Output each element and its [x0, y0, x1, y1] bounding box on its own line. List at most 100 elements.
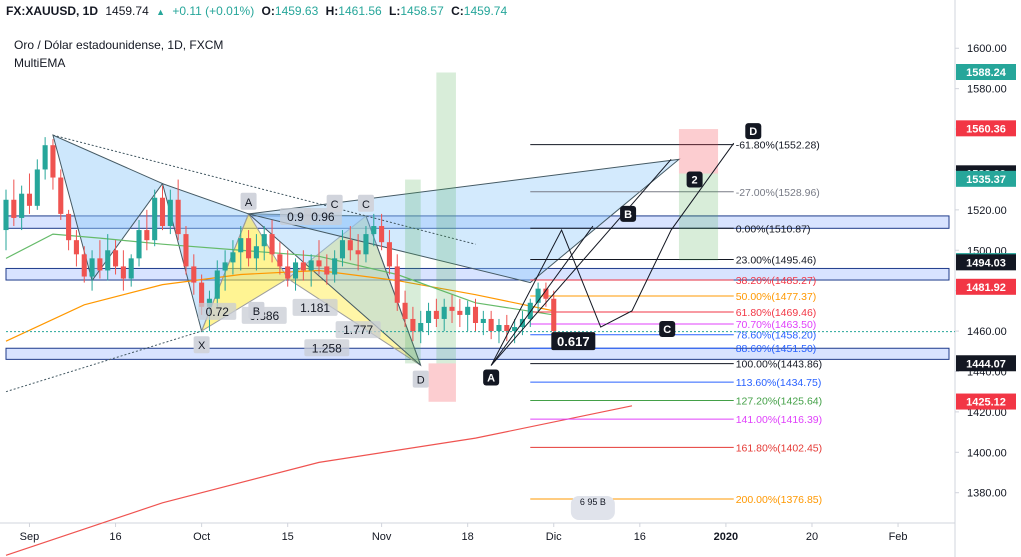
- candle: [488, 318, 494, 332]
- price-tag-1: [956, 120, 1016, 137]
- projection-leg-2: [490, 159, 672, 366]
- fib-label-8: 78.60%(1458.20): [736, 330, 817, 342]
- y-tick-label: 1580.00: [967, 84, 1007, 96]
- candle: [34, 169, 40, 206]
- candle: [136, 230, 142, 259]
- projection-leg-1: [490, 225, 594, 366]
- candle: [402, 302, 408, 319]
- chart-legend: Oro / Dólar estadounidense, 1D, FXCM Mul…: [14, 36, 223, 72]
- event-badge-bg: [570, 496, 615, 520]
- candle: [363, 234, 369, 255]
- pattern-tag-2: [248, 301, 265, 319]
- y-tick-label: 1400.00: [967, 447, 1007, 459]
- candle: [191, 266, 197, 283]
- last-price: 1459.74: [105, 4, 149, 18]
- fib-label-5: 50.00%(1477.37): [736, 291, 817, 303]
- x-tick-label: Nov: [372, 531, 392, 543]
- fib-label-9: 88.60%(1451.50): [736, 343, 817, 355]
- position-loss-1: [428, 363, 456, 402]
- projection-ratio-box: [551, 332, 596, 351]
- candle: [206, 298, 212, 307]
- candle: [300, 262, 306, 271]
- candle: [472, 306, 479, 323]
- candle: [120, 266, 126, 279]
- high-value: 1461.56: [338, 4, 382, 18]
- candle: [426, 310, 432, 323]
- candle: [167, 199, 173, 227]
- candle: [324, 266, 330, 275]
- candle: [535, 288, 541, 303]
- candle: [159, 197, 166, 227]
- indicator-name[interactable]: MultiEMA: [14, 56, 66, 70]
- ratio-box-5: [280, 207, 312, 225]
- candle: [457, 310, 463, 315]
- candle: [246, 238, 252, 259]
- symbol-name[interactable]: FX:XAUUSD, 1D: [6, 4, 99, 18]
- fib-label-13: 141.00%(1416.39): [736, 414, 822, 426]
- pattern-point-c-label: C: [331, 199, 339, 211]
- price-change: +0.11 (+0.01%): [172, 4, 255, 18]
- trend-line-2: [52, 134, 476, 245]
- pattern-tag-3: [326, 194, 343, 212]
- fib-label-1: -27.00%(1528.96): [736, 187, 820, 199]
- fib-label-2: 0.00%(1510.87): [736, 223, 811, 235]
- fib-label-3: 23.00%(1495.46): [736, 254, 817, 266]
- projection-tag-0: [483, 369, 500, 386]
- candle: [496, 325, 502, 332]
- price-tag-label-0: 1588.24: [966, 67, 1007, 79]
- ratio-label-5: 0.9: [287, 210, 304, 224]
- x-tick-label: 2020: [714, 531, 738, 543]
- fib-label-11: 113.60%(1434.75): [736, 377, 822, 389]
- candle: [73, 240, 79, 255]
- event-badge-label: 6 95 B: [580, 497, 606, 507]
- low-label: L:: [389, 4, 401, 18]
- candle: [50, 145, 56, 178]
- y-tick-label: 1600.00: [967, 43, 1007, 55]
- candle: [527, 302, 533, 319]
- candle: [11, 199, 17, 218]
- price-tag-label-3: 1535.37: [966, 174, 1006, 186]
- plot-area: [0, 24, 955, 523]
- candle: [339, 240, 346, 259]
- candle: [371, 226, 377, 235]
- chart-title: Oro / Dólar estadounidense, 1D, FXCM: [14, 38, 224, 52]
- x-tick-label: 16: [634, 531, 646, 543]
- open-value: 1459.63: [274, 4, 319, 18]
- fib-label-7: 70.70%(1463.50): [736, 319, 817, 331]
- close-value: 1459.74: [463, 4, 508, 18]
- candle: [97, 258, 103, 271]
- candle: [308, 260, 314, 271]
- candle: [3, 199, 9, 231]
- x-tick-label: 18: [462, 531, 474, 543]
- candle: [386, 242, 392, 267]
- candle: [199, 282, 205, 307]
- x-tick-label: Oct: [193, 531, 210, 543]
- candle: [26, 193, 33, 206]
- fib-label-0: -61.80%(1552.28): [736, 140, 820, 152]
- position-profit-3: [678, 173, 719, 261]
- candle: [465, 306, 471, 315]
- zone-1: [5, 267, 950, 281]
- ratio-box-0: [198, 302, 237, 320]
- projection-ratio-label: 0.617: [557, 334, 590, 349]
- ratio-box-3: [335, 321, 381, 339]
- y-tick-label: 1460.00: [967, 326, 1007, 338]
- candle: [433, 310, 439, 319]
- up-arrow-icon: ▲: [156, 7, 166, 17]
- candle: [144, 230, 150, 241]
- position-loss-2: [678, 129, 719, 174]
- candle: [58, 177, 64, 214]
- candle: [269, 234, 275, 255]
- candle: [418, 322, 424, 332]
- ratio-label-0: 0.72: [206, 305, 230, 319]
- candle: [175, 199, 181, 235]
- candle: [480, 318, 486, 323]
- x-tick-label: Sep: [20, 531, 40, 543]
- price-tag-label-7: 1444.07: [966, 358, 1006, 370]
- price-tag-label-5: 1494.03: [966, 257, 1006, 269]
- candle: [504, 325, 510, 332]
- projection-tag-1: [620, 205, 637, 222]
- projection-point-label-3: D: [749, 126, 757, 138]
- pattern-point-c-label: C: [362, 199, 370, 211]
